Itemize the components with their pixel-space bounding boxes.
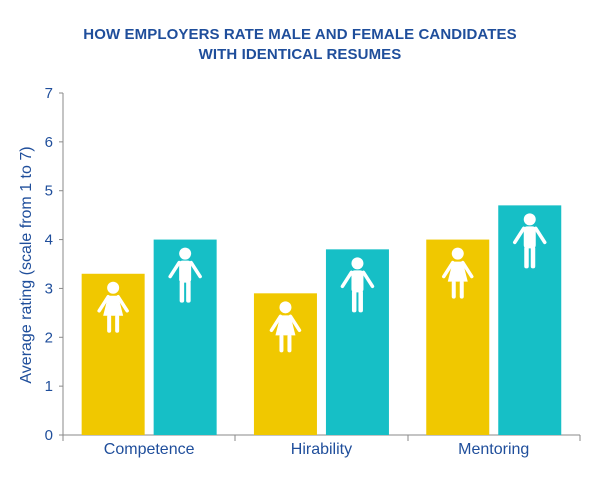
chart-title-line-2: WITH IDENTICAL RESUMES (198, 46, 402, 63)
female-figure-right-leg (115, 314, 120, 333)
female-figure-left-arm (269, 314, 283, 333)
male-figure-torso (523, 226, 536, 249)
male-figure-head (179, 247, 192, 260)
male-figure-left-arm (340, 270, 354, 289)
male-figure-icon (340, 257, 375, 313)
female-figure-right-arm (116, 295, 129, 313)
male-figure-torso (351, 270, 364, 293)
female-figure-right-arm (461, 260, 474, 279)
female-figure-icon (442, 247, 474, 299)
y-tick-label: 2 (45, 329, 53, 346)
y-tick-label: 5 (45, 183, 53, 200)
female-figure-icon (97, 281, 129, 333)
female-figure-left-arm (97, 295, 110, 313)
male-figure-right-leg (358, 290, 363, 313)
male-figure-left-leg (179, 280, 185, 303)
female-figure-dress (275, 315, 296, 336)
female-figure-right-leg (459, 280, 464, 299)
female-figure-right-arm (288, 314, 302, 333)
female-figure-head (279, 301, 292, 314)
female-figure-dress (103, 295, 124, 316)
female-figure-icon (269, 301, 302, 353)
y-tick-label: 7 (45, 85, 53, 102)
y-tick-label: 4 (45, 232, 53, 249)
male-figure-left-leg (524, 246, 529, 269)
x-category-label: Hirability (291, 441, 352, 458)
male-figure-right-arm (361, 270, 375, 289)
x-category-label: Mentoring (458, 441, 529, 458)
male-figure-icon (513, 213, 547, 269)
y-axis-label: Average rating (scale from 1 to 7) (18, 146, 35, 383)
male-figure-left-leg (351, 290, 357, 313)
male-figure-head (351, 257, 364, 270)
female-figure-head (451, 247, 464, 260)
female-figure-left-leg (107, 314, 112, 333)
male-figure-right-arm (189, 260, 202, 279)
male-figure-head (523, 213, 536, 226)
female-figure-left-arm (442, 260, 455, 279)
chart-title-line-1: HOW EMPLOYERS RATE MALE AND FEMALE CANDI… (83, 26, 517, 43)
female-figure-dress (447, 261, 468, 282)
y-tick-label: 6 (45, 134, 53, 151)
y-tick-label: 3 (45, 280, 53, 297)
x-category-label: Competence (104, 441, 195, 458)
male-figure-right-leg (530, 246, 536, 269)
female-figure-right-leg (287, 334, 292, 353)
male-figure-right-leg (186, 280, 191, 303)
y-tick-label: 1 (45, 378, 53, 395)
female-figure-left-leg (279, 334, 284, 353)
male-figure-icon (168, 247, 202, 303)
male-figure-right-arm (534, 226, 547, 245)
female-figure-left-leg (451, 280, 456, 299)
female-figure-head (107, 281, 120, 294)
male-figure-left-arm (168, 260, 181, 279)
bar-hirability-female (253, 293, 317, 435)
male-figure-left-arm (513, 226, 526, 245)
y-tick-label: 0 (45, 427, 53, 444)
male-figure-torso (179, 260, 192, 283)
